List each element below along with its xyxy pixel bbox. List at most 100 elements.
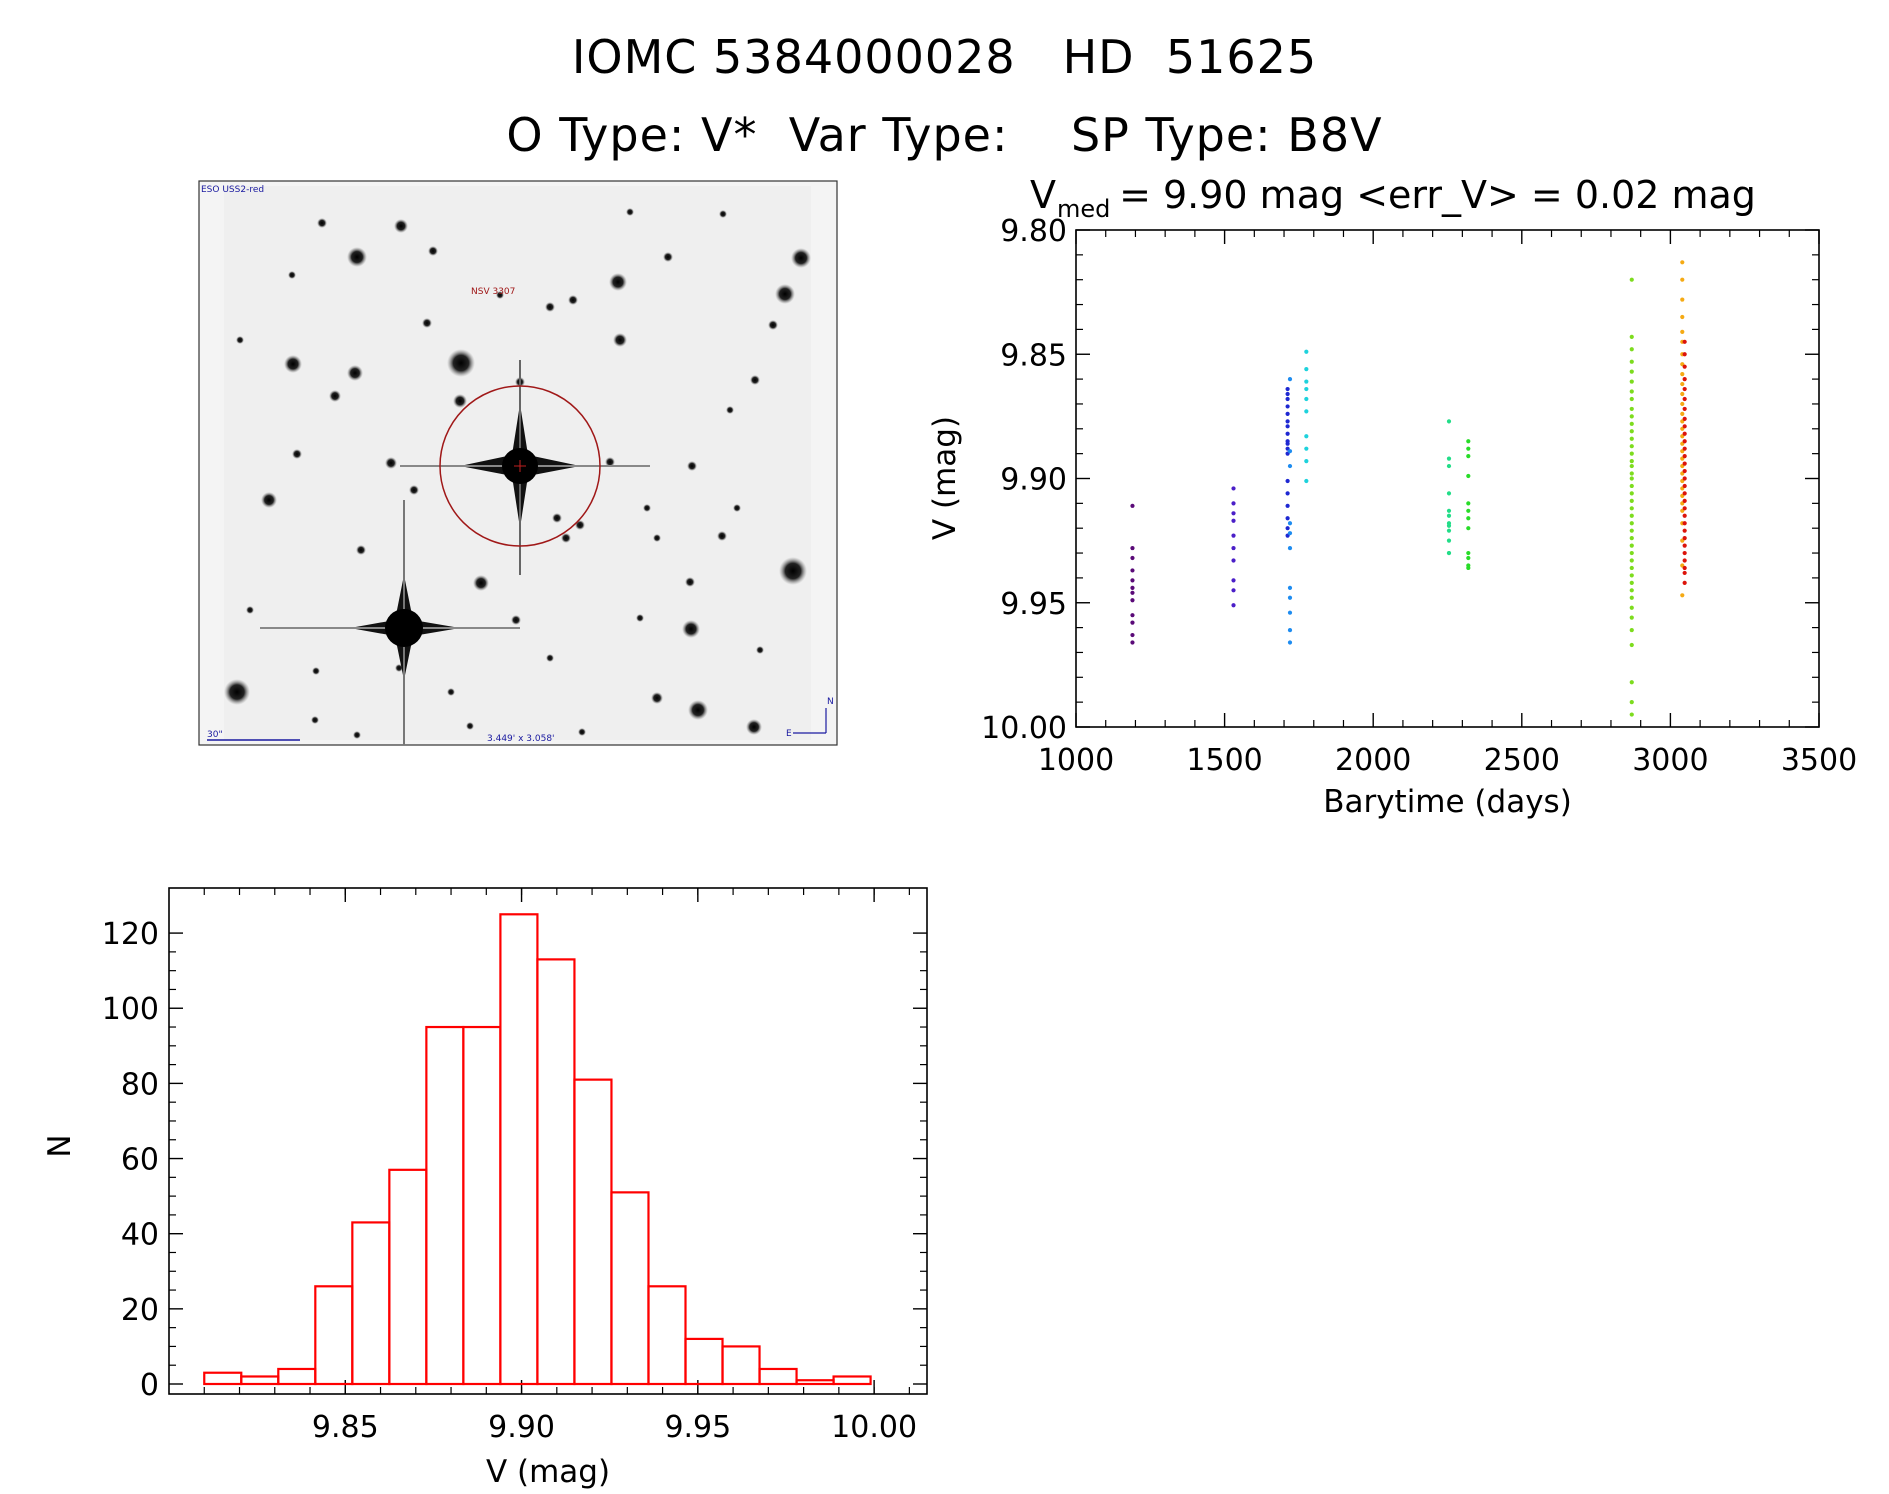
data-point [1680, 449, 1685, 454]
field-star [311, 716, 319, 724]
data-point [1285, 439, 1290, 444]
histogram-bar [536, 958, 576, 1386]
field-star [409, 485, 419, 495]
field-star [687, 461, 697, 471]
histogram-bar [351, 1221, 391, 1386]
histogram-bar [795, 1379, 835, 1386]
data-point [1466, 526, 1471, 531]
field-star [261, 492, 277, 508]
data-point [1231, 558, 1236, 563]
data-point [1629, 347, 1634, 352]
data-point [1446, 508, 1452, 513]
data-point [1285, 386, 1290, 392]
field-star [609, 273, 627, 291]
data-point [1680, 441, 1685, 446]
field-star [746, 719, 762, 735]
data-point [1466, 473, 1471, 479]
data-point [1680, 486, 1685, 491]
data-point [1629, 414, 1634, 419]
histogram-bar [425, 1025, 465, 1386]
data-point [1629, 605, 1634, 610]
data-point [1466, 508, 1471, 513]
histogram-bar [684, 1337, 724, 1386]
data-point [1130, 613, 1135, 618]
data-point [1680, 521, 1685, 526]
field-star [353, 731, 361, 739]
field-star [356, 545, 366, 555]
data-point [1285, 451, 1290, 456]
data-point [1682, 506, 1687, 511]
field-star [653, 534, 661, 542]
data-point [1466, 563, 1471, 568]
data-point [1231, 511, 1236, 516]
data-point [1680, 493, 1685, 498]
field-star [284, 355, 302, 373]
data-point [1682, 580, 1687, 585]
data-point [1130, 503, 1135, 508]
light-curve-plot: V med = 9.90 mag <err_V> = 0.02 mag 1000… [927, 173, 1857, 820]
data-point [1680, 426, 1685, 431]
histogram-bar [277, 1367, 317, 1386]
data-point [1629, 712, 1634, 717]
data-point [1446, 456, 1452, 461]
data-point [1629, 513, 1634, 518]
data-point [1231, 501, 1236, 506]
x-tick-label: 9.85 [312, 1410, 379, 1445]
histogram-bar [240, 1375, 280, 1386]
data-point [1130, 555, 1135, 561]
compass-north-label: N [827, 697, 834, 707]
data-point [1304, 434, 1309, 439]
field-star [347, 247, 367, 267]
data-point [1446, 550, 1452, 556]
data-point [1629, 406, 1634, 412]
data-point [1304, 459, 1309, 464]
field-star [292, 449, 302, 459]
data-point [1629, 389, 1634, 394]
x-tick-label: 3500 [1781, 743, 1857, 778]
field-star [473, 575, 489, 591]
x-tick-label: 2000 [1335, 743, 1411, 778]
field-star [682, 620, 700, 638]
data-point [1680, 563, 1685, 568]
data-point [1130, 598, 1135, 603]
field-star [428, 246, 438, 256]
target-label: NSV 3307 [471, 287, 515, 297]
field-star [394, 219, 408, 233]
light-curve-title-rest: = 9.90 mag <err_V> = 0.02 mag [1107, 173, 1756, 217]
data-point [1466, 550, 1471, 556]
target-star [400, 360, 650, 575]
data-point [1682, 386, 1687, 392]
histogram-bar [203, 1371, 243, 1386]
field-star [329, 390, 341, 402]
data-point [1285, 533, 1290, 538]
data-point [1629, 277, 1634, 282]
data-point [1304, 379, 1309, 384]
field-star [575, 520, 585, 530]
data-point [1680, 362, 1685, 367]
light-curve-frame [1075, 229, 1820, 728]
x-tick-label: 1000 [1038, 743, 1114, 778]
data-point [1629, 642, 1634, 648]
data-point [1304, 446, 1309, 451]
data-point [1629, 436, 1634, 441]
y-tick-label: 9.90 [1000, 463, 1067, 498]
data-point [1304, 386, 1309, 392]
data-point [1629, 580, 1634, 585]
data-point [1304, 478, 1309, 484]
data-point [1629, 506, 1634, 511]
field-star [688, 700, 708, 720]
data-point [1287, 545, 1293, 551]
data-point [1304, 367, 1309, 372]
histogram-xlabel: V (mag) [486, 1454, 610, 1490]
data-point [1629, 334, 1634, 339]
data-point [1287, 449, 1293, 454]
data-point [1682, 476, 1687, 481]
data-point [1680, 411, 1685, 416]
data-point [1629, 536, 1634, 541]
y-tick-label: 10.00 [981, 711, 1067, 746]
data-point [1130, 640, 1135, 645]
y-tick-label: 80 [121, 1067, 159, 1102]
field-star [768, 320, 778, 330]
light-curve-ylabel: V (mag) [927, 416, 963, 540]
